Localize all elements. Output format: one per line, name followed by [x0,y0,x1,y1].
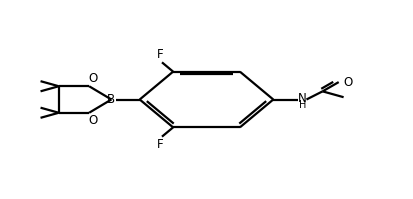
Text: H: H [299,100,306,110]
Text: F: F [157,48,163,61]
Text: O: O [88,114,98,127]
Text: F: F [157,138,163,151]
Text: B: B [107,93,116,106]
Text: O: O [344,76,353,89]
Text: N: N [298,92,307,105]
Text: O: O [88,72,98,85]
